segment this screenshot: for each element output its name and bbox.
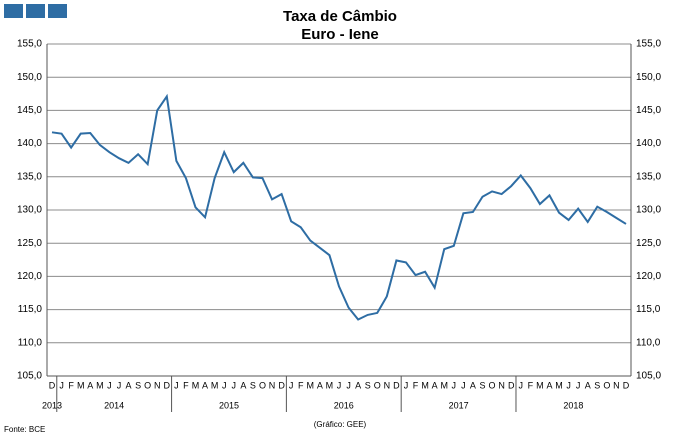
x-tick-label: J <box>519 380 524 390</box>
x-tick-label: J <box>404 380 409 390</box>
x-tick-label: M <box>77 380 85 390</box>
x-tick-label: A <box>240 380 246 390</box>
x-tick-label: F <box>528 380 534 390</box>
x-tick-label: D <box>164 380 171 390</box>
x-tick-label: S <box>594 380 600 390</box>
logo-block <box>4 4 23 18</box>
year-label: 2014 <box>104 400 124 410</box>
x-tick-label: A <box>126 380 132 390</box>
y2-tick-label: 135,0 <box>636 171 661 182</box>
x-tick-label: O <box>259 380 266 390</box>
x-tick-label: J <box>337 380 342 390</box>
x-tick-label: D <box>278 380 285 390</box>
year-label: 2015 <box>219 400 239 410</box>
x-tick-label: F <box>183 380 189 390</box>
x-tick-label: S <box>250 380 256 390</box>
x-tick-label: M <box>192 380 200 390</box>
x-tick-label: M <box>96 380 104 390</box>
x-tick-label: F <box>68 380 74 390</box>
y-tick-label: 150,0 <box>17 72 42 83</box>
x-tick-label: D <box>49 380 56 390</box>
credit: (Gráfico: GEE) <box>314 420 367 429</box>
line-series <box>51 93 627 321</box>
y2-tick-label: 115,0 <box>636 304 661 315</box>
y2-tick-label: 120,0 <box>636 271 661 282</box>
y-tick-label: 110,0 <box>18 337 43 348</box>
y-tick-label: 125,0 <box>17 238 42 249</box>
x-tick-label: D <box>508 380 515 390</box>
year-label: 2017 <box>449 400 469 410</box>
x-tick-label: N <box>269 380 276 390</box>
logo-block <box>48 4 67 18</box>
x-tick-label: S <box>479 380 485 390</box>
x-tick-label: O <box>603 380 610 390</box>
x-tick-label: A <box>87 380 93 390</box>
x-tick-label: J <box>117 380 122 390</box>
x-tick-label: N <box>498 380 505 390</box>
y-tick-label: 135,0 <box>17 171 42 182</box>
x-tick-label: O <box>489 380 496 390</box>
x-tick-label: J <box>461 380 466 390</box>
x-tick-label: J <box>232 380 237 390</box>
x-tick-label: J <box>452 380 457 390</box>
x-tick-label: A <box>470 380 476 390</box>
x-tick-label: A <box>355 380 361 390</box>
year-label: 2018 <box>563 400 583 410</box>
source: Fonte: BCE <box>4 425 45 434</box>
x-tick-label: M <box>307 380 315 390</box>
y2-tick-label: 110,0 <box>636 337 661 348</box>
y-tick-label: 155,0 <box>17 39 42 50</box>
x-tick-label: D <box>393 380 400 390</box>
x-tick-label: N <box>384 380 391 390</box>
x-tick-label: N <box>154 380 161 390</box>
x-tick-label: J <box>222 380 227 390</box>
x-tick-label: J <box>566 380 571 390</box>
x-tick-label: A <box>585 380 591 390</box>
x-tick-label: M <box>555 380 563 390</box>
y-tick-label: 115,0 <box>18 304 43 315</box>
chart-subtitle: Euro - Iene <box>301 26 379 43</box>
x-tick-label: S <box>365 380 371 390</box>
y2-tick-label: 140,0 <box>636 138 661 149</box>
year-label: 2016 <box>334 400 354 410</box>
x-tick-label: M <box>211 380 219 390</box>
y-tick-label: 120,0 <box>17 271 42 282</box>
x-tick-label: M <box>536 380 544 390</box>
y2-tick-label: 145,0 <box>636 105 661 116</box>
x-tick-label: O <box>144 380 151 390</box>
y2-tick-label: 105,0 <box>636 371 661 382</box>
y-tick-label: 145,0 <box>17 105 42 116</box>
y2-tick-label: 155,0 <box>636 39 661 50</box>
x-tick-label: M <box>440 380 448 390</box>
x-tick-label: J <box>289 380 294 390</box>
x-tick-label: D <box>623 380 630 390</box>
logo-block <box>26 4 45 18</box>
x-tick-label: A <box>202 380 208 390</box>
y-tick-label: 130,0 <box>17 205 42 216</box>
x-tick-label: J <box>576 380 581 390</box>
x-tick-label: A <box>432 380 438 390</box>
x-tick-label: A <box>546 380 552 390</box>
x-tick-label: J <box>107 380 112 390</box>
x-tick-label: J <box>59 380 64 390</box>
y-tick-label: 140,0 <box>17 138 42 149</box>
x-tick-label: M <box>326 380 334 390</box>
x-tick-label: J <box>174 380 179 390</box>
y2-tick-label: 130,0 <box>636 205 661 216</box>
year-label: 2013 <box>42 400 62 410</box>
y-tick-label: 105,0 <box>17 371 42 382</box>
x-tick-label: N <box>613 380 620 390</box>
x-tick-label: F <box>413 380 419 390</box>
chart-title: Taxa de Câmbio <box>283 8 397 25</box>
y2-tick-label: 150,0 <box>636 72 661 83</box>
x-tick-label: M <box>421 380 429 390</box>
x-tick-label: S <box>135 380 141 390</box>
x-tick-label: F <box>298 380 304 390</box>
x-tick-label: O <box>374 380 381 390</box>
x-tick-label: A <box>317 380 323 390</box>
y2-tick-label: 125,0 <box>636 238 661 249</box>
x-tick-label: J <box>346 380 351 390</box>
